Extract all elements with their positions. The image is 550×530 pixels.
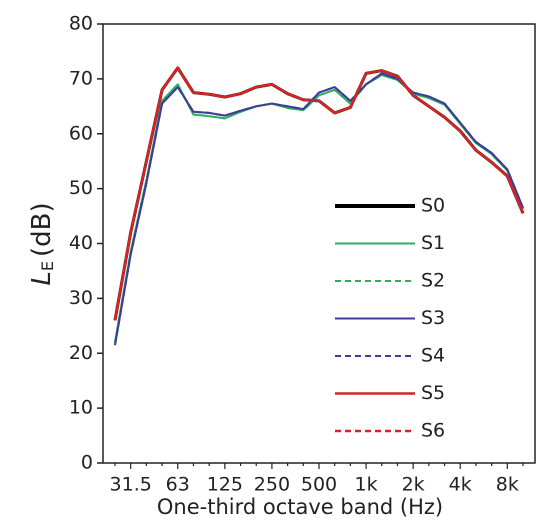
- series-line: [114, 72, 524, 346]
- series-line: [113, 66, 525, 321]
- x-tick-label: 4k: [449, 474, 472, 496]
- legend-label: S5: [421, 382, 445, 404]
- y-label-unit: (dB): [27, 202, 57, 257]
- y-axis-label: LE (dB): [27, 202, 57, 285]
- series-line: [114, 74, 524, 343]
- y-tick-label: 30: [69, 287, 93, 309]
- y-tick-label: 50: [69, 177, 93, 199]
- x-tick-label: 125: [207, 474, 243, 496]
- series-line: [113, 66, 525, 321]
- x-tick-label: 8k: [496, 474, 519, 496]
- x-tick-label: 1k: [355, 474, 378, 496]
- y-tick-label: 70: [69, 67, 93, 89]
- y-tick-label: 0: [81, 452, 93, 474]
- legend-label: S1: [421, 232, 445, 254]
- x-tick-label: 250: [254, 474, 290, 496]
- x-tick-label: 31.5: [110, 474, 152, 496]
- series-line: [113, 66, 525, 321]
- legend-label: S4: [421, 345, 445, 367]
- y-label-subscript: E: [38, 261, 57, 271]
- y-tick-label: 60: [69, 122, 93, 144]
- legend-label: S0: [421, 195, 445, 217]
- y-tick-label: 10: [69, 397, 93, 419]
- legend-label: S2: [421, 270, 445, 292]
- y-tick-label: 20: [69, 342, 93, 364]
- series-line: [114, 72, 524, 346]
- series-line: [114, 74, 524, 343]
- plot-frame: [102, 23, 536, 464]
- y-tick-label: 40: [69, 232, 93, 254]
- legend-label: S6: [421, 420, 445, 442]
- legend-label: S3: [421, 307, 445, 329]
- y-tick-label: 80: [69, 13, 93, 35]
- y-label-symbol: L: [27, 271, 57, 286]
- x-tick-label: 2k: [402, 474, 425, 496]
- x-tick-label: 63: [166, 474, 190, 496]
- x-tick-label: 500: [301, 474, 337, 496]
- x-axis-label: One-third octave band (Hz): [157, 495, 443, 519]
